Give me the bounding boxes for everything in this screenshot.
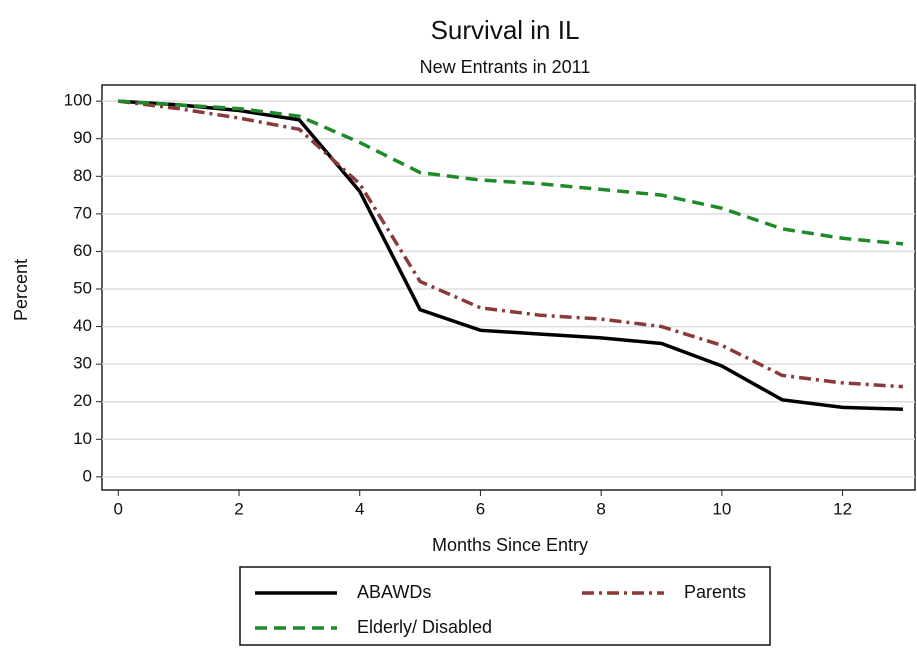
x-tick-label: 8 <box>596 499 605 518</box>
x-axis-label: Months Since Entry <box>432 535 588 555</box>
legend-box <box>239 566 771 646</box>
chart-subtitle: New Entrants in 2011 <box>420 57 591 77</box>
x-tick-label: 6 <box>476 499 485 518</box>
series-line <box>118 99 904 246</box>
y-tick-label: 50 <box>73 278 92 297</box>
legend-label: Elderly/ Disabled <box>357 617 492 637</box>
legend-label: ABAWDs <box>357 582 431 602</box>
y-tick-label: 40 <box>73 316 92 335</box>
y-tick-label: 10 <box>73 429 92 448</box>
y-axis-label: Percent <box>11 259 31 321</box>
legend-label: Parents <box>684 582 746 602</box>
y-tick-label: 70 <box>73 203 92 222</box>
x-tick-label: 4 <box>355 499 364 518</box>
x-tick-label: 10 <box>712 499 731 518</box>
chart-title: Survival in IL <box>431 15 580 45</box>
y-tick-label: 60 <box>73 241 92 260</box>
y-tick-label: 20 <box>73 391 92 410</box>
y-tick-label: 80 <box>73 166 92 185</box>
x-tick-label: 0 <box>114 499 123 518</box>
y-tick-label: 90 <box>73 128 92 147</box>
series-line <box>118 99 903 411</box>
x-tick-label: 12 <box>833 499 852 518</box>
y-tick-label: 30 <box>73 354 92 373</box>
plot-area <box>101 84 916 491</box>
series-line <box>118 99 904 389</box>
y-tick-label: 0 <box>83 466 92 485</box>
y-tick-label: 100 <box>64 91 92 110</box>
x-tick-label: 2 <box>234 499 243 518</box>
